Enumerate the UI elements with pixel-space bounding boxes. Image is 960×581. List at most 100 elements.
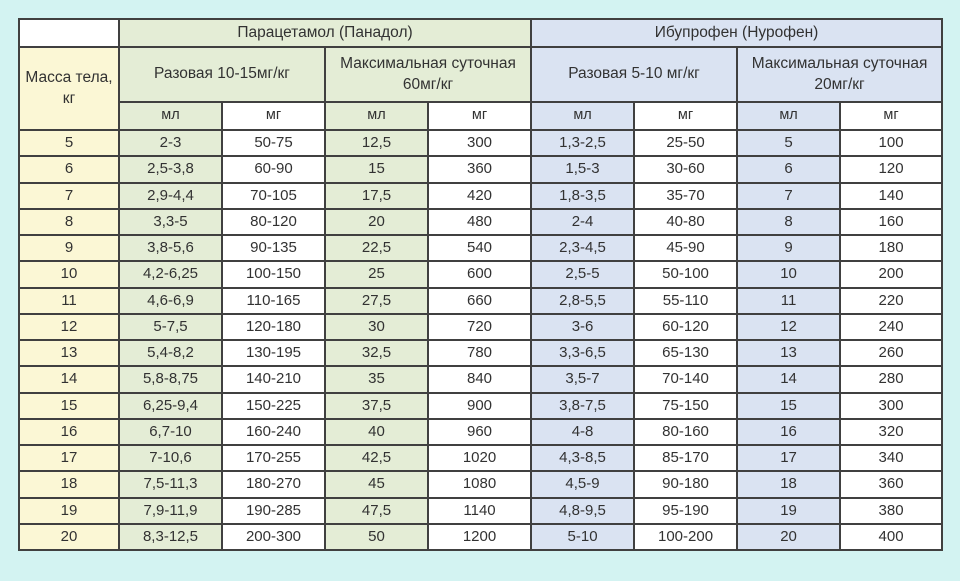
weight-column-header: Масса тела, кг [18,46,120,131]
par-single-mg-cell: 150-225 [221,391,326,420]
table-row: 6 2,5-3,8 60-90 15 360 1,5-3 30-60 6 120 [18,155,944,184]
par-daily-mg-cell: 360 [426,155,533,184]
ibu-single-ml-cell: 4,5-9 [530,470,636,499]
table-row: 7 2,9-4,4 70-105 17,5 420 1,8-3,5 35-70 7 140 [18,181,944,210]
ibu-daily-ml-cell: 15 [736,391,842,420]
par-daily-mg-cell: 660 [426,286,533,315]
par-daily-mg-cell: 900 [426,391,533,420]
par-daily-ml-cell: 42,5 [324,443,429,473]
par-daily-ml-cell: 45 [324,470,429,499]
ibu-single-mg-cell: 85-170 [633,443,739,473]
ibuprofen-group-header: Ибупрофен (Нурофен) [530,18,944,48]
ibu-single-ml-cell: 2,5-5 [530,260,636,289]
par-single-mg-cell: 130-195 [221,338,326,368]
ibu-single-ml-cell: 1,8-3,5 [530,181,636,210]
ibu-daily-ml-cell: 9 [736,233,842,263]
par-daily-ml-cell: 50 [324,522,429,552]
ibu-daily-mg-cell: 140 [839,181,944,210]
ibu-daily-ml-cell: 11 [736,286,842,315]
par-single-ml-cell: 4,6-6,9 [118,286,223,315]
subgroup-header-row: Масса тела, кг Разовая 10-15мг/кг Максим… [18,46,944,131]
table-row: 14 5,8-8,75 140-210 35 840 3,5-7 70-140 14 280 [18,365,944,394]
par-single-mg-cell: 100-150 [221,260,326,289]
par-daily-ml-cell: 20 [324,207,429,237]
par-daily-mg-cell: 420 [426,181,533,210]
ibu-single-mg-cell: 70-140 [633,365,739,394]
ibu-daily-mg-cell: 320 [839,417,944,447]
par-single-ml-cell: 2,5-3,8 [118,155,223,184]
ibu-single-mg-cell: 30-60 [633,155,739,184]
weight-kg-cell: 12 [18,312,120,342]
par-single-mg-cell: 60-90 [221,155,326,184]
weight-kg-cell: 16 [18,417,120,447]
table-row: 20 8,3-12,5 200-300 50 1200 5-10 100-200 20 400 [18,522,944,552]
table-row: 17 7-10,6 170-255 42,5 1020 4,3-8,5 85-170 17 34… [18,443,944,473]
par-daily-ml-cell: 30 [324,312,429,342]
par-single-mg-cell: 70-105 [221,181,326,210]
paracetamol-group-header: Парацетамол (Панадол) [117,18,533,48]
par-daily-ml-cell: 17,5 [324,181,429,210]
par-daily-mg-cell: 720 [426,312,533,342]
par-single-ml-cell: 3,3-5 [118,207,223,237]
par-daily-mg-cell: 300 [426,128,533,158]
ibu-daily-mg-cell: 280 [839,365,944,394]
ibu-single-ml-cell: 4,8-9,5 [530,496,636,525]
ibu-single-ml-cell: 3-6 [530,312,636,342]
weight-kg-cell: 6 [18,155,120,184]
ibu-single-ml-cell: 2,8-5,5 [530,286,636,315]
ibu-single-mg-cell: 100-200 [633,522,739,552]
weight-kg-cell: 11 [18,286,120,315]
ibu-single-ml-cell: 4,3-8,5 [530,443,636,473]
par-single-mg-cell: 90-135 [221,233,326,263]
corner-cell [18,18,120,48]
ibu-single-mg-cell: 90-180 [633,470,739,499]
par-daily-ml-cell: 40 [324,417,429,447]
weight-kg-cell: 9 [18,233,120,263]
par-daily-ml-cell: 15 [324,155,429,184]
table-row: 18 7,5-11,3 180-270 45 1080 4,5-9 90-180 18 360 [18,470,944,499]
ibuprofen-daily-max-header: Максимальная суточная 20мг/кг [736,46,944,103]
weight-kg-cell: 5 [18,128,120,158]
weight-kg-cell: 13 [18,338,120,368]
ibu-daily-ml-cell: 18 [736,470,842,499]
table-row: 13 5,4-8,2 130-195 32,5 780 3,3-6,5 65-130 13 26… [18,338,944,368]
par-single-mg-cell: 80-120 [221,207,326,237]
par-single-ml-cell: 3,8-5,6 [118,233,223,263]
par-daily-ml-cell: 25 [324,260,429,289]
weight-kg-cell: 7 [18,181,120,210]
table-row: 16 6,7-10 160-240 40 960 4-8 80-160 16 320 [18,417,944,447]
par-daily-ml-cell: 47,5 [324,496,429,525]
ibu-daily-ml-cell: 8 [736,207,842,237]
ibu-single-mg-cell: 95-190 [633,496,739,525]
par-single-mg-cell: 180-270 [221,470,326,499]
ibu-single-ml-cell: 3,3-6,5 [530,338,636,368]
weight-kg-cell: 19 [18,496,120,525]
ibu-daily-ml-cell: 14 [736,365,842,394]
ibu-single-mg-cell: 75-150 [633,391,739,420]
table-row: 8 3,3-5 80-120 20 480 2-4 40-80 8 160 [18,207,944,237]
ibu-daily-mg-cell: 260 [839,338,944,368]
ibu-daily-mg-cell: 220 [839,286,944,315]
ibu-single-mg-cell: 45-90 [633,233,739,263]
par-single-ml-cell: 8,3-12,5 [118,522,223,552]
table-row: 10 4,2-6,25 100-150 25 600 2,5-5 50-100 10 200 [18,260,944,289]
par-daily-mg-cell: 1080 [426,470,533,499]
ibu-single-mg-cell: 50-100 [633,260,739,289]
par-daily-mg-cell: 1140 [426,496,533,525]
par-daily-mg-cell: 600 [426,260,533,289]
par-single-ml-cell: 6,25-9,4 [118,391,223,420]
par-daily-mg-cell: 960 [426,417,533,447]
weight-kg-cell: 14 [18,365,120,394]
ibu-daily-ml-cell: 7 [736,181,842,210]
units-header-row: мл мг мл мг мл мг мл мг [19,101,944,131]
ibu-single-ml-cell: 1,3-2,5 [530,128,636,158]
par-single-mg-cell: 50-75 [221,128,326,158]
ibu-daily-mg-cell: 240 [839,312,944,342]
par-daily-mg-cell: 1020 [426,443,533,473]
unit-header-ml: мл [118,101,223,131]
ibu-single-mg-cell: 35-70 [633,181,739,210]
weight-kg-cell: 8 [18,207,120,237]
ibu-daily-mg-cell: 380 [839,496,944,525]
par-single-mg-cell: 110-165 [221,286,326,315]
table-row: 5 2-3 50-75 12,5 300 1,3-2,5 25-50 5 100 [18,128,944,158]
